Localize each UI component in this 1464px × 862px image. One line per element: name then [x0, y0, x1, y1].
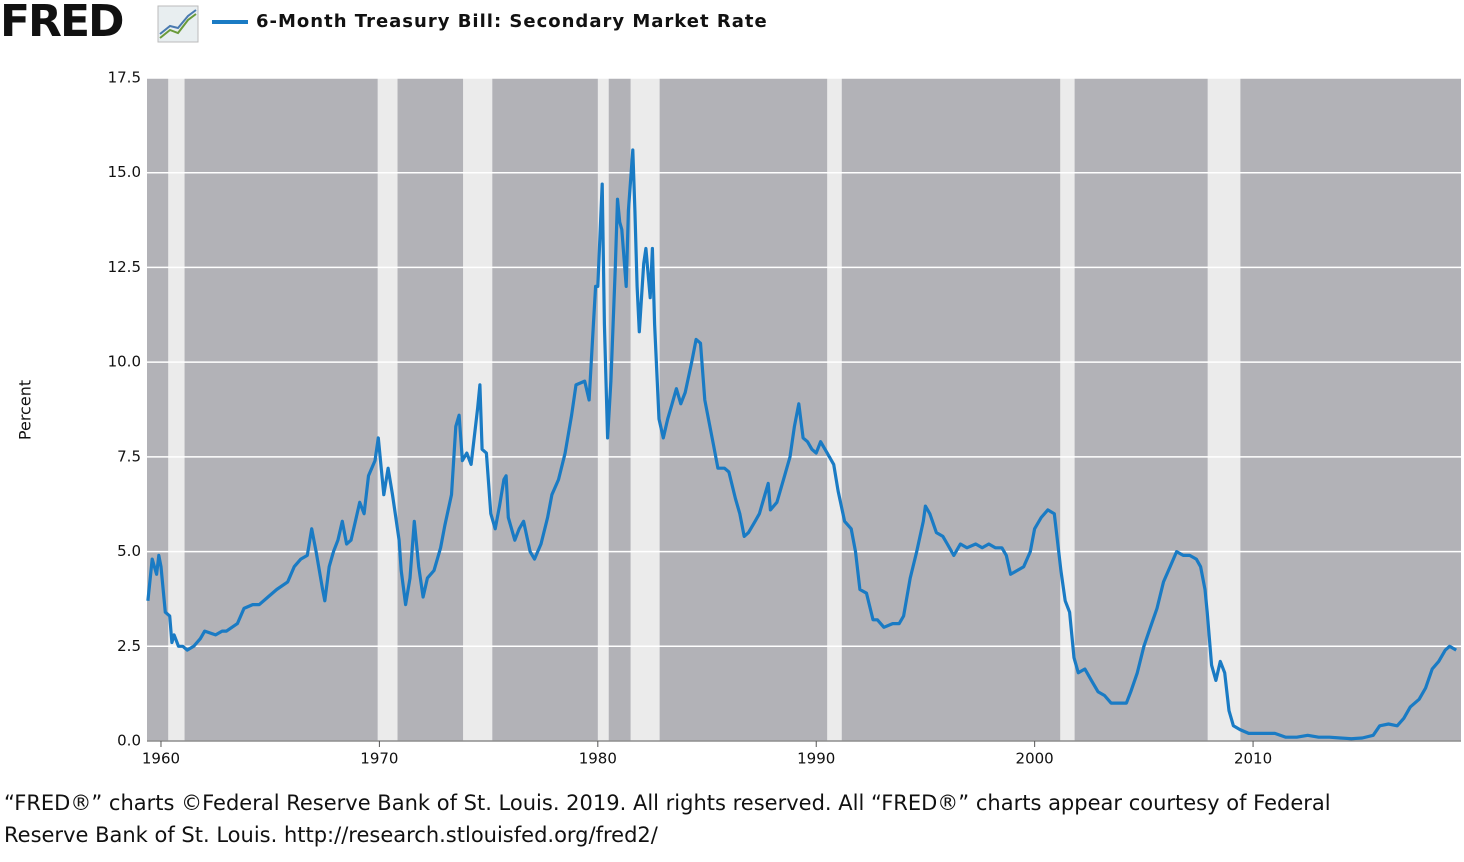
recession-band: [827, 78, 842, 741]
recession-band: [1207, 78, 1241, 741]
y-tick-label: 5.0: [117, 542, 141, 560]
y-tick-label: 12.5: [108, 258, 141, 276]
y-tick-label: 7.5: [117, 447, 141, 465]
footer: Reserve Bank of St. Louis. http://resear…: [4, 823, 659, 847]
x-tick-label: 2010: [1234, 750, 1272, 768]
x-tick-label: 1960: [142, 750, 180, 768]
series-line: [146, 148, 1457, 741]
plot-background: [147, 78, 1461, 741]
x-tick-label: 1990: [797, 750, 835, 768]
recession-band: [597, 78, 609, 741]
y-tick-label: 10.0: [108, 353, 141, 371]
footer: “FRED®” charts ©Federal Reserve Bank of …: [4, 791, 1331, 815]
y-tick-label: 2.5: [117, 637, 141, 655]
x-tick-label: 1980: [579, 750, 617, 768]
logo: FRED: [0, 0, 123, 47]
logo-icon: [157, 5, 199, 43]
x-tick-label: 1970: [360, 750, 398, 768]
recession-band: [1060, 78, 1075, 741]
y-tick-label: 0.0: [117, 732, 141, 750]
legend-label: 6-Month Treasury Bill: Secondary Market …: [256, 11, 768, 32]
recession-band: [377, 78, 398, 741]
y-axis-label: Percent: [16, 380, 35, 440]
y-tick-label: 17.5: [108, 69, 141, 87]
recession-band: [168, 78, 185, 741]
x-tick-label: 2000: [1016, 750, 1054, 768]
y-tick-label: 15.0: [108, 163, 141, 181]
